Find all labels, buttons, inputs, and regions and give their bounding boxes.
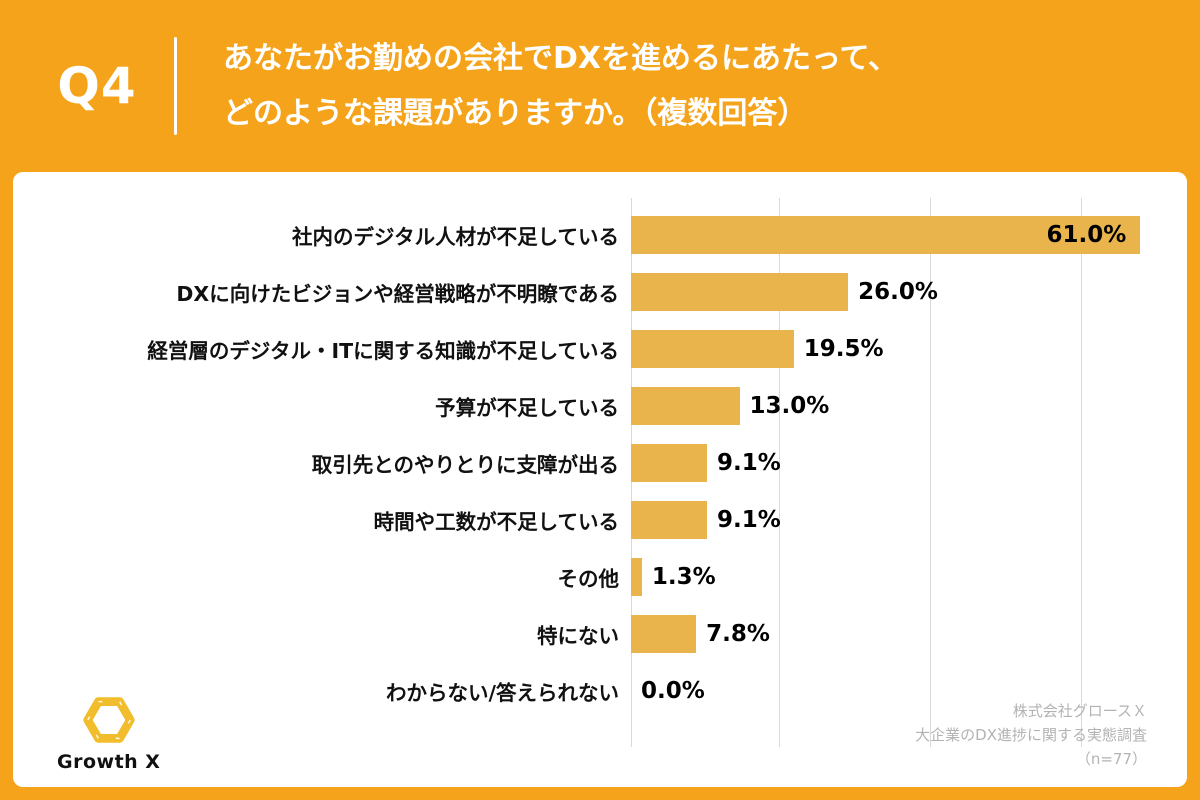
category-label: 社内のデジタル人材が不足している — [292, 224, 619, 249]
chart-card: 社内のデジタル人材が不足している 61.0% DXに向けたビジョンや経営戦略が不… — [13, 172, 1187, 787]
bar — [631, 215, 1141, 254]
bar-row: わからない/答えられない 0.0% — [41, 662, 1157, 719]
bar — [631, 386, 740, 425]
category-label: 経営層のデジタル・ITに関する知識が不足している — [147, 338, 619, 363]
bar-track: 7.8% — [631, 614, 1157, 653]
bar-chart: 社内のデジタル人材が不足している 61.0% DXに向けたビジョンや経営戦略が不… — [41, 198, 1157, 747]
bar-track: 1.3% — [631, 557, 1157, 596]
growthx-logo-text: Growth X — [57, 751, 161, 773]
value-label: 13.0% — [749, 392, 830, 419]
category-label: DXに向けたビジョンや経営戦略が不明瞭である — [176, 281, 619, 306]
value-label: 7.8% — [706, 620, 770, 647]
header-divider — [174, 37, 177, 135]
bar-row: その他 1.3% — [41, 548, 1157, 605]
bar-track: 9.1% — [631, 500, 1157, 539]
bar-track: 0.0% — [631, 672, 1157, 710]
bar-track: 13.0% — [631, 386, 1157, 425]
bar-track: 26.0% — [631, 272, 1157, 311]
category-label: 時間や工数が不足している — [373, 509, 619, 534]
growthx-logo-icon — [83, 697, 135, 743]
bar-row: 時間や工数が不足している 9.1% — [41, 491, 1157, 548]
value-label: 19.5% — [803, 335, 884, 362]
source-sample-size: （n=77） — [1075, 750, 1147, 768]
value-label: 0.0% — [641, 677, 705, 704]
category-label: わからない/答えられない — [386, 680, 619, 705]
value-label: 9.1% — [716, 506, 781, 533]
question-number: Q4 — [57, 57, 137, 115]
bar — [631, 272, 849, 311]
bar-row: 社内のデジタル人材が不足している 61.0% — [41, 206, 1157, 263]
bar-row: 予算が不足している 13.0% — [41, 377, 1157, 434]
question-title-line2: どのような課題がありますか。（複数回答） — [223, 96, 808, 131]
category-label: 取引先とのやりとりに支障が出る — [311, 452, 619, 477]
bar-row: 特にない 7.8% — [41, 605, 1157, 662]
bar — [631, 500, 707, 539]
growthx-logo: Growth X — [57, 691, 160, 773]
bar-rows: 社内のデジタル人材が不足している 61.0% DXに向けたビジョンや経営戦略が不… — [41, 206, 1157, 719]
question-header: Q4 あなたがお勤めの会社でDXを進めるにあたって、 どのような課題がありますか… — [0, 0, 1200, 172]
category-label: 特にない — [537, 623, 619, 648]
question-title-line1: あなたがお勤めの会社でDXを進めるにあたって、 — [223, 40, 899, 76]
bar-track: 19.5% — [631, 329, 1157, 368]
bar — [631, 329, 794, 368]
bar — [631, 443, 707, 482]
value-label: 1.3% — [651, 563, 716, 590]
question-title: あなたがお勤めの会社でDXを進めるにあたって、 どのような課題がありますか。（複… — [223, 31, 898, 142]
bar-row: 取引先とのやりとりに支障が出る 9.1% — [41, 434, 1157, 491]
bar — [631, 557, 642, 596]
source-survey-name: 大企業のDX進捗に関する実態調査 — [915, 726, 1147, 744]
bar-track: 9.1% — [631, 443, 1157, 482]
category-label: その他 — [557, 566, 620, 591]
bar-track: 61.0% — [631, 215, 1157, 254]
bar-row: 経営層のデジタル・ITに関する知識が不足している 19.5% — [41, 320, 1157, 377]
value-label: 26.0% — [858, 278, 938, 305]
bar-row: DXに向けたビジョンや経営戦略が不明瞭である 26.0% — [41, 263, 1157, 320]
value-label: 61.0% — [1046, 221, 1127, 248]
source-company: 株式会社グロースＸ — [1012, 702, 1147, 720]
bar — [631, 614, 697, 653]
source-note: 株式会社グロースＸ 大企業のDX進捗に関する実態調査 （n=77） — [915, 699, 1147, 771]
category-label: 予算が不足している — [435, 395, 619, 420]
value-label: 9.1% — [716, 449, 781, 476]
